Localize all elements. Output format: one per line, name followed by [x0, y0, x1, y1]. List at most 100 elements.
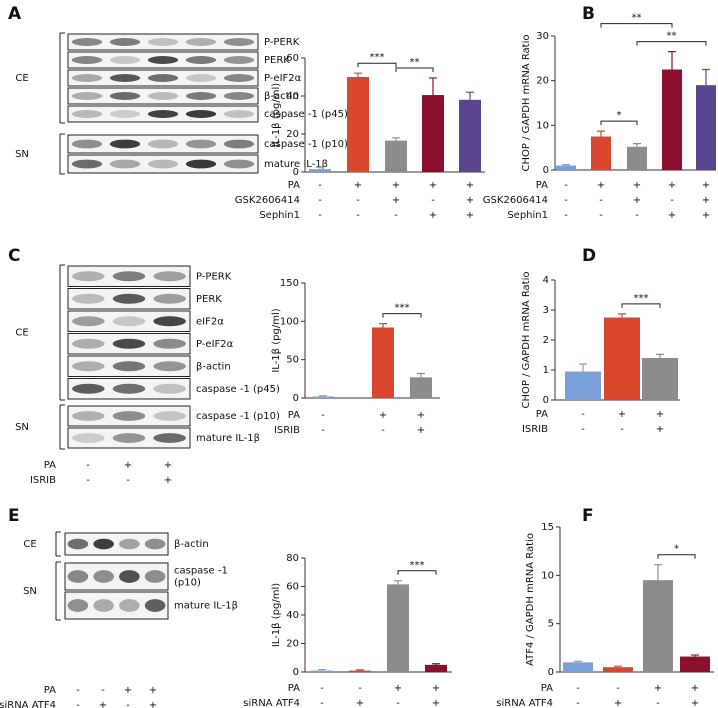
blot-band	[153, 361, 186, 372]
condition-sign: -	[620, 424, 624, 435]
condition-name: siRNA ATF4	[243, 698, 300, 708]
blot-band	[72, 271, 105, 282]
y-tick-label: 10	[536, 120, 549, 131]
condition-sign: +	[702, 195, 710, 206]
bar	[385, 140, 407, 172]
bar	[425, 664, 447, 672]
bar	[410, 377, 432, 398]
error-bar	[429, 77, 437, 96]
blot-band	[93, 538, 114, 550]
y-tick-label: 3	[543, 305, 549, 316]
condition-sign: +	[149, 685, 157, 696]
y-tick-label: 10	[541, 570, 554, 581]
condition-sign: -	[358, 683, 362, 694]
blot-band	[67, 570, 89, 583]
blot-band	[153, 271, 186, 282]
blot-band	[185, 92, 217, 100]
condition-name: Sephin1	[259, 210, 300, 221]
error-bar	[319, 395, 327, 397]
blot-row-label: P-eIF2α	[196, 339, 234, 350]
error-bar	[574, 660, 582, 663]
condition-sign: -	[394, 210, 398, 221]
condition-sign: +	[149, 700, 157, 708]
significance-label: *	[674, 544, 679, 555]
blot-strip	[67, 134, 259, 154]
condition-sign: -	[320, 698, 324, 708]
condition-sign: +	[618, 409, 626, 420]
blot-band	[153, 293, 186, 304]
error-bar	[702, 68, 710, 86]
group-label: SN	[23, 586, 37, 597]
blot-band	[185, 110, 217, 118]
blot-band	[67, 538, 89, 550]
bar	[643, 580, 673, 672]
error-bar	[618, 313, 626, 318]
y-tick-label: 0	[548, 667, 554, 678]
bar	[309, 169, 331, 172]
blot-band	[72, 338, 105, 349]
blot-band	[109, 92, 141, 100]
condition-sign: -	[320, 683, 324, 694]
blot-strip	[67, 310, 191, 332]
blot-row-label: caspase -1 (p45)	[264, 109, 348, 120]
condition-sign: +	[392, 180, 400, 191]
blot-band	[72, 361, 105, 372]
blot-row-label: PERK	[196, 294, 222, 305]
blot-strip	[67, 427, 191, 449]
condition-sign: +	[99, 700, 107, 708]
blot-band	[153, 383, 186, 394]
condition-sign: +	[702, 210, 710, 221]
bar	[347, 77, 369, 172]
blot-band	[112, 316, 146, 327]
condition-sign: +	[356, 698, 364, 708]
error-bar	[394, 580, 402, 585]
blot-row-label: caspase -1 (p10)	[174, 566, 228, 589]
bar	[349, 670, 371, 672]
y-tick-label: 1	[543, 365, 549, 376]
panel-letter: A	[8, 4, 22, 24]
blot-band	[147, 159, 179, 169]
blot-band	[109, 74, 141, 82]
condition-sign: -	[101, 685, 105, 696]
condition-name: PA	[536, 409, 548, 420]
condition-sign: +	[124, 685, 132, 696]
significance-bracket	[621, 303, 661, 308]
bar	[565, 371, 601, 400]
condition-sign: +	[691, 683, 699, 694]
condition-sign: +	[668, 180, 676, 191]
error-bar	[562, 164, 570, 166]
blot-band	[223, 56, 255, 64]
y-axis-label: IL-1β (pg/ml)	[271, 308, 282, 372]
condition-sign: +	[417, 410, 425, 421]
condition-name: GSK2606414	[235, 195, 300, 206]
bar	[591, 136, 611, 170]
blot-band	[72, 433, 105, 443]
blot-band	[71, 56, 103, 64]
blot-band	[223, 110, 255, 118]
condition-name: PA	[536, 180, 548, 191]
condition-sign: -	[318, 210, 322, 221]
condition-name: ISRIB	[30, 475, 56, 486]
y-tick-label: 40	[286, 610, 299, 621]
blot-band	[112, 338, 146, 349]
group-label: SN	[15, 149, 29, 160]
y-tick-label: 0	[293, 667, 299, 678]
condition-sign: -	[321, 410, 325, 421]
blot-band	[72, 316, 105, 327]
significance-bracket	[600, 120, 638, 126]
group-label: CE	[15, 73, 28, 84]
blot-band	[185, 159, 217, 169]
bar	[603, 667, 633, 672]
panel-letter: D	[582, 246, 596, 266]
blot-band	[93, 570, 114, 583]
blot-band	[223, 92, 255, 100]
bar	[627, 146, 647, 170]
condition-sign: +	[429, 210, 437, 221]
blot-band	[185, 139, 217, 149]
significance-bracket	[382, 313, 422, 318]
blot-band	[185, 74, 217, 82]
bar	[680, 656, 710, 672]
blot-band	[119, 599, 140, 612]
condition-sign: +	[466, 195, 474, 206]
blot-band	[112, 433, 146, 443]
